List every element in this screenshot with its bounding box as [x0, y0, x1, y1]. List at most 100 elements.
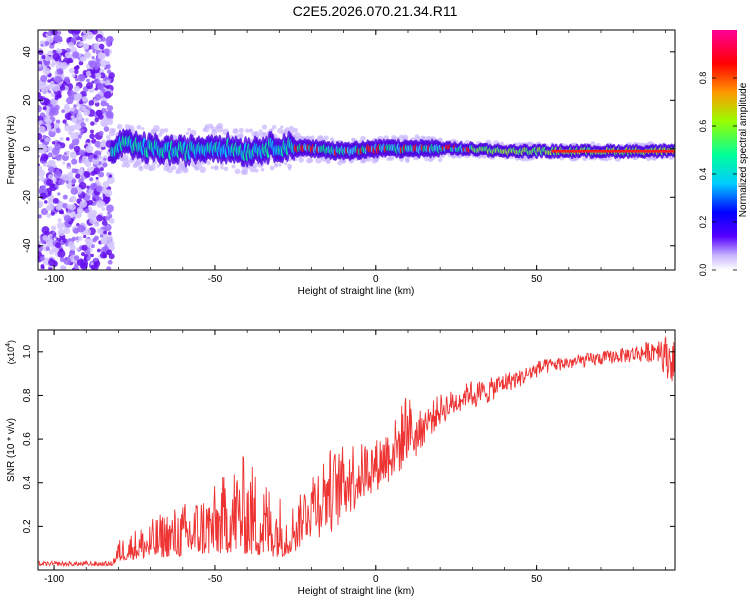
- spectrogram-cell: [50, 92, 56, 98]
- spectrogram-cell: [82, 37, 87, 42]
- spectrogram-cell: [90, 171, 96, 176]
- colorbar-label: Normalized spectral amplitude: [738, 82, 749, 217]
- spectrogram-cell: [220, 165, 224, 170]
- spectrogram-cell: [62, 173, 70, 182]
- spectrogram-cell: [214, 165, 219, 169]
- spectrogram-cell: [210, 125, 215, 130]
- spectrogram-cell: [52, 197, 59, 204]
- spectrogram-cell: [38, 169, 45, 177]
- spectrogram-cell: [292, 127, 298, 133]
- spectrogram-cell: [70, 37, 77, 44]
- spectrogram-cell: [47, 152, 53, 158]
- spectrogram-cell: [71, 180, 76, 184]
- spectrogram-cell: [48, 258, 56, 267]
- spectrogram-cell: [239, 133, 244, 138]
- spectrogram-cell: [116, 123, 123, 130]
- spectrogram-cell: [91, 80, 95, 84]
- spectrogram-cell: [86, 78, 90, 83]
- spectrogram-cell: [94, 117, 100, 123]
- spectrogram-cell: [46, 213, 51, 218]
- spectrogram-cell: [59, 257, 65, 263]
- spectrogram-cell: [93, 42, 101, 50]
- spectrogram-cell: [67, 241, 75, 248]
- spectrogram-cell: [97, 248, 101, 253]
- spectrogram-cell: [38, 214, 43, 219]
- y-tick-label: -40: [22, 238, 33, 253]
- spectrogram-cell: [63, 257, 72, 266]
- snr-multiplier-exp: 4: [5, 343, 12, 347]
- spectrogram-cell: [76, 247, 80, 251]
- spectrogram-cell: [89, 216, 97, 225]
- spectrogram-cell: [85, 145, 94, 154]
- spectrogram-cell: [78, 100, 84, 105]
- spectrogram-cell: [90, 69, 96, 75]
- spectrogram-cell: [44, 55, 51, 62]
- spectrogram-cell: [45, 246, 50, 251]
- spectrogram-cell: [103, 245, 109, 252]
- spectrogram-cell: [277, 127, 283, 134]
- spectrogram-cell: [78, 149, 86, 156]
- spectrogram-cell: [75, 213, 79, 218]
- spectrogram-cell: [415, 157, 419, 161]
- spectrogram-cell: [171, 165, 177, 171]
- spectrogram-cell: [107, 259, 113, 265]
- spectrogram-cell: [103, 77, 107, 82]
- spectrogram-cell: [58, 154, 62, 158]
- spectrogram-cell: [38, 105, 42, 113]
- spectrogram-cell: [108, 253, 115, 260]
- x-tick-label: 0: [373, 274, 379, 285]
- spectrogram-cell: [124, 162, 131, 168]
- spectrogram-cell: [64, 124, 72, 132]
- spectrogram-cell: [39, 255, 45, 261]
- spectrogram-cell: [231, 164, 236, 169]
- spectrogram-cell: [71, 117, 78, 124]
- spectrogram-cell: [40, 264, 45, 268]
- spectrogram-cell: [91, 74, 96, 79]
- spectrogram-cell: [95, 179, 100, 184]
- spectrogram-cell: [59, 210, 63, 215]
- spectrogram-cell: [62, 161, 66, 165]
- spectrogram-cell: [106, 104, 114, 112]
- spectrogram-cell: [261, 124, 268, 130]
- spectrogram-cell: [70, 151, 77, 158]
- spectrogram-cell: [56, 48, 60, 52]
- spectrogram-cell: [98, 130, 104, 136]
- spectrogram-cell: [86, 82, 94, 90]
- spectrogram-cell: [59, 264, 66, 270]
- spectrogram-cell: [163, 128, 169, 133]
- spectrogram-cell: [85, 117, 89, 122]
- spectrogram-cell: [81, 226, 86, 231]
- spectrogram-cell: [52, 84, 60, 92]
- spectrogram-cell: [79, 167, 84, 173]
- spectrogram-cell: [80, 105, 87, 112]
- spectrogram-cell: [85, 238, 94, 247]
- spectrogram-cell: [269, 165, 275, 171]
- spectrogram-cell: [73, 104, 77, 109]
- spectrogram-cell: [90, 209, 98, 217]
- spectrogram-cell: [62, 202, 68, 209]
- spectrogram-cell: [54, 96, 59, 101]
- spectrogram-cell: [68, 250, 76, 257]
- spectrogram-cell: [93, 121, 98, 125]
- spectrogram-cell: [424, 156, 430, 162]
- spectrogram-cell: [89, 177, 94, 182]
- spectrogram-cell: [84, 208, 90, 214]
- spectrogram-cell: [86, 256, 91, 261]
- spectrogram-cell: [111, 128, 117, 133]
- spectrogram-cell: [103, 90, 112, 99]
- x-tick-label: 50: [531, 574, 543, 585]
- spectrogram-cell: [47, 79, 51, 83]
- colorbar-ticks: 0.0 0.2 0.4 0.6 0.8: [698, 72, 737, 276]
- spectrogram-cell: [43, 163, 47, 167]
- spectrogram-cell: [99, 234, 104, 238]
- spectrogram-cell: [70, 132, 78, 140]
- spectrogram-cell: [49, 160, 56, 166]
- spectrogram-cell: [108, 214, 113, 219]
- spectrogram-cell: [87, 199, 94, 206]
- spectrogram-cell: [88, 100, 95, 106]
- spectrogram-cell: [44, 116, 51, 123]
- spectrogram-cell: [92, 237, 97, 243]
- spectrogram-cell: [103, 157, 107, 161]
- spectrogram-cell: [199, 166, 207, 173]
